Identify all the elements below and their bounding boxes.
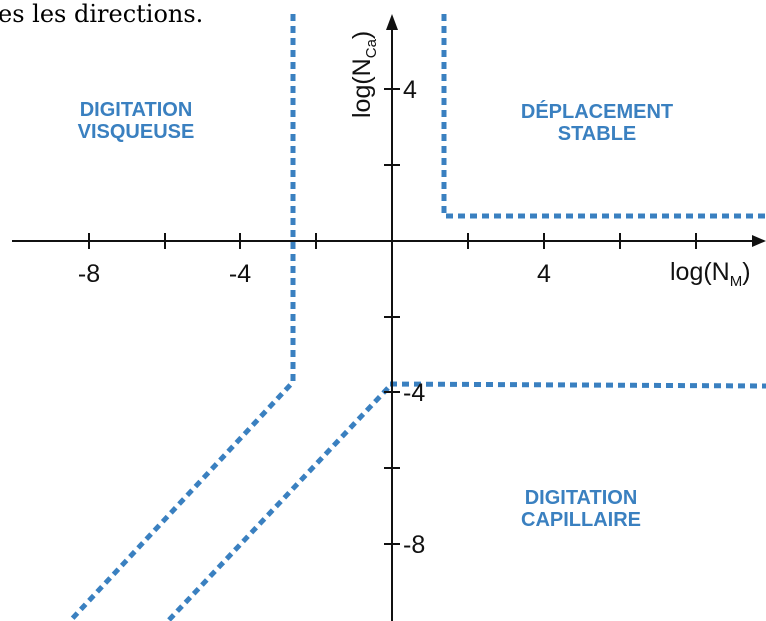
region-stable-displacement: DÉPLACEMENT STABLE — [521, 100, 673, 145]
y-axis-label: log(NCa) — [348, 31, 380, 118]
x-axis-arrow-icon — [752, 235, 766, 247]
y-ticks — [384, 88, 400, 545]
region-capillary-fingering: DIGITATION CAPILLAIRE — [521, 487, 641, 531]
caption-fragment: es les directions. — [0, 0, 203, 28]
y-tick-label: 4 — [403, 76, 417, 104]
region-label-line: CAPILLAIRE — [521, 509, 641, 531]
capillary-boundary — [389, 381, 766, 389]
viscous-boundary — [68, 14, 296, 621]
x-ticks — [88, 233, 697, 249]
x-tick-label: -4 — [229, 260, 251, 288]
x-tick-label: -8 — [78, 260, 100, 288]
region-label-line: DÉPLACEMENT — [521, 100, 673, 123]
axes: -8 -4 4 4 -4 -8 log(NM) log(NCa) — [12, 14, 766, 621]
capillary-boundary-diagonal — [166, 386, 390, 621]
region-label-line: DIGITATION — [80, 99, 193, 121]
y-axis-arrow-icon — [386, 14, 398, 30]
y-tick-label: -8 — [403, 531, 425, 559]
y-tick-label: -4 — [403, 379, 425, 407]
region-viscous-fingering: DIGITATION VISQUEUSE — [78, 99, 195, 143]
region-label-line: DIGITATION — [525, 487, 638, 509]
boundary-lines — [68, 14, 766, 621]
region-label-line: STABLE — [558, 123, 637, 145]
x-axis-label: log(NM) — [670, 258, 751, 290]
x-tick-label: 4 — [537, 260, 551, 288]
region-label-line: VISQUEUSE — [78, 121, 195, 143]
